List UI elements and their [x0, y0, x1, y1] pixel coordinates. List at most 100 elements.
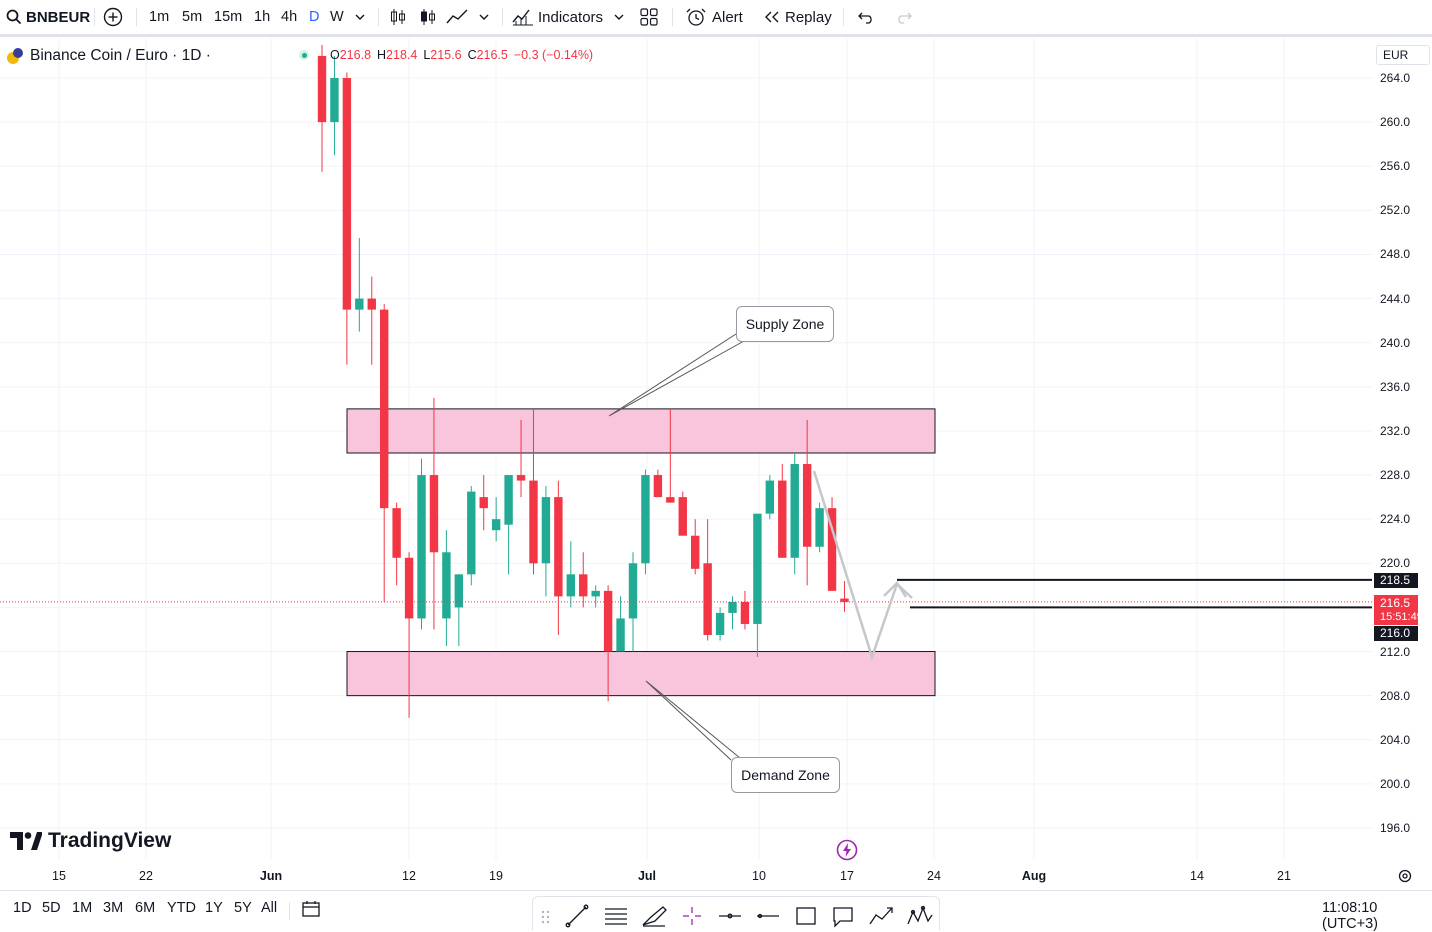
price-axis-label: 208.0	[1380, 688, 1411, 703]
supply-zone-callout[interactable]: Supply Zone	[736, 306, 834, 342]
interval-1h[interactable]: 1h	[254, 9, 271, 25]
callout-icon[interactable]	[833, 907, 853, 928]
candle-body	[479, 497, 488, 509]
time-axis-label: 12	[402, 869, 416, 883]
gear-icon	[1398, 869, 1412, 883]
price-axis-label: 244.0	[1380, 291, 1411, 306]
range-1d[interactable]: 1D	[13, 900, 32, 916]
chart-type-dropdown[interactable]	[478, 0, 490, 34]
candle-body	[765, 480, 775, 514]
layouts-button[interactable]	[640, 0, 658, 34]
interval-4h[interactable]: 4h	[281, 9, 298, 25]
replay-button[interactable]: Replay	[763, 0, 832, 34]
crosshair-icon[interactable]	[683, 907, 701, 925]
range-5y[interactable]: 5Y	[234, 900, 252, 916]
horizontal-line-icon[interactable]	[757, 913, 779, 919]
interval-5m[interactable]: 5m	[182, 9, 203, 25]
interval-1m[interactable]: 1m	[149, 9, 170, 25]
interval-15m[interactable]: 15m	[214, 9, 243, 25]
price-axis-label: 196.0	[1380, 821, 1411, 835]
range-5d[interactable]: 5D	[42, 900, 61, 916]
candle-body	[603, 590, 613, 652]
range-6m[interactable]: 6M	[135, 900, 156, 916]
chevron-down-icon	[614, 14, 624, 20]
redo-button[interactable]	[895, 0, 913, 34]
candle-body	[355, 298, 364, 310]
brush-icon[interactable]	[642, 906, 667, 927]
undo-button[interactable]	[857, 0, 875, 34]
price-axis-label: 232.0	[1380, 423, 1411, 438]
trendline-icon[interactable]	[565, 904, 589, 928]
axis-settings-button[interactable]	[1397, 868, 1413, 889]
interval-d[interactable]: D	[309, 9, 320, 25]
candle-body	[454, 574, 464, 608]
chart-type-candles-button[interactable]	[388, 0, 408, 34]
replay-label: Replay	[785, 8, 832, 26]
symbol-search-button[interactable]: BNBEUR	[6, 0, 90, 34]
demand-callout-pointer	[645, 680, 741, 761]
price-axis-label: 260.0	[1380, 115, 1411, 130]
projection-path	[812, 470, 913, 662]
rectangle-icon[interactable]	[796, 907, 816, 925]
candle-body	[678, 497, 687, 536]
time-axis-label: Jul	[637, 869, 657, 883]
close-value: 216.5	[476, 48, 508, 62]
alert-button[interactable]: Alert	[685, 0, 743, 34]
candle-body	[342, 78, 352, 310]
time-axis-label: 14	[1190, 869, 1204, 883]
pattern-icon[interactable]	[907, 905, 933, 925]
candle-body	[753, 513, 762, 624]
candle-body	[802, 464, 812, 547]
drag-handle-icon[interactable]	[541, 910, 550, 924]
candle-body	[715, 612, 725, 635]
range-all[interactable]: All	[261, 900, 278, 916]
lightning-icon	[836, 839, 858, 861]
currency-selector[interactable]: EUR	[1376, 45, 1430, 65]
range-3m[interactable]: 3M	[103, 900, 124, 916]
candles-icon	[391, 9, 405, 25]
candle-body	[404, 557, 414, 619]
interval-dropdown[interactable]	[354, 0, 366, 34]
lower-line-price-tag: 216.0	[1374, 626, 1418, 641]
candle-body	[827, 508, 837, 591]
chevron-down-icon	[479, 14, 489, 20]
price-axis-label: 200.0	[1380, 776, 1411, 791]
candle-body	[790, 464, 799, 558]
clock-readout[interactable]: 11:08:10 (UTC+3)	[1322, 900, 1378, 932]
measure-icon[interactable]	[719, 913, 741, 919]
candles-layer	[317, 44, 849, 718]
indicators-label: Indicators	[538, 8, 604, 26]
candle-body	[653, 475, 663, 498]
fib-retracement-icon[interactable]	[605, 908, 627, 925]
supply-callout-pointer	[608, 333, 745, 417]
candle-body	[367, 298, 376, 310]
chart-type-hollow-button[interactable]	[418, 0, 438, 34]
go-to-date-button[interactable]	[302, 900, 322, 923]
change-value: −0.3 (−0.14%)	[513, 48, 594, 62]
projection-icon[interactable]	[869, 907, 893, 925]
grid-layout-icon	[640, 8, 658, 26]
range-1m[interactable]: 1M	[72, 900, 93, 916]
range-ytd[interactable]: YTD	[167, 900, 196, 916]
compare-button[interactable]	[102, 0, 124, 34]
candle-body	[566, 574, 575, 597]
symbol-label: BNBEUR	[26, 8, 91, 26]
chart-type-line-button[interactable]	[446, 0, 468, 34]
supply-zone-rect	[346, 408, 936, 454]
candle-body	[429, 475, 439, 553]
candle-body	[541, 497, 551, 564]
search-icon	[6, 9, 22, 25]
interval-w[interactable]: W	[330, 9, 344, 25]
range-1y[interactable]: 1Y	[205, 900, 223, 916]
demand-zone-callout[interactable]: Demand Zone	[731, 757, 840, 793]
events-button[interactable]	[836, 839, 858, 866]
market-status-dot	[299, 50, 309, 60]
high-value: 218.4	[386, 48, 418, 62]
symbol-title: Binance Coin / Euro · 1D ·	[30, 47, 211, 64]
indicators-button[interactable]: Indicators	[512, 0, 603, 34]
indicators-dropdown[interactable]	[613, 0, 625, 34]
price-axis-label: 228.0	[1380, 468, 1411, 483]
ohlc-values: O216.8 H218.4 L215.6 C216.5 −0.3 (−0.14%…	[330, 48, 594, 62]
top-toolbar: BNBEUR 1m 5m 15m 1h 4h D W Indicators Al…	[0, 0, 1432, 37]
